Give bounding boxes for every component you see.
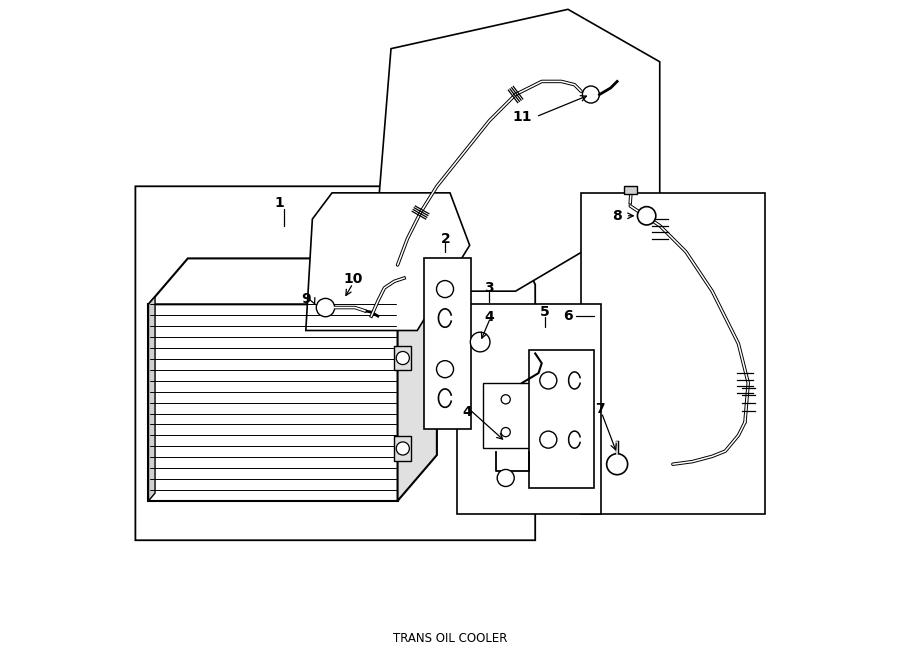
Bar [528, 350, 594, 488]
Circle shape [396, 352, 410, 365]
Circle shape [396, 442, 410, 455]
Bar [581, 193, 765, 514]
Polygon shape [148, 296, 155, 501]
Polygon shape [372, 9, 660, 292]
Circle shape [540, 431, 557, 448]
Circle shape [436, 361, 454, 377]
Circle shape [637, 207, 656, 225]
Circle shape [540, 372, 557, 389]
Circle shape [471, 332, 490, 352]
Text: 5: 5 [540, 305, 550, 319]
Text: 8: 8 [612, 209, 622, 223]
Circle shape [497, 469, 514, 486]
Circle shape [316, 298, 335, 317]
Text: 7: 7 [595, 402, 604, 416]
Polygon shape [306, 193, 470, 330]
Circle shape [501, 428, 510, 437]
Circle shape [501, 395, 510, 404]
Circle shape [582, 86, 599, 103]
Bar [394, 436, 410, 461]
Text: TRANS OIL COOLER: TRANS OIL COOLER [392, 632, 508, 645]
Polygon shape [148, 258, 436, 304]
Circle shape [607, 453, 627, 475]
Text: 2: 2 [440, 232, 450, 246]
Text: 11: 11 [512, 110, 532, 124]
Polygon shape [135, 186, 536, 540]
Text: 9: 9 [302, 292, 311, 306]
Polygon shape [398, 258, 436, 501]
Circle shape [436, 280, 454, 297]
Bar [424, 258, 471, 429]
Text: 10: 10 [343, 272, 363, 286]
Text: 4: 4 [463, 405, 472, 420]
Bar [625, 186, 637, 194]
Text: 3: 3 [484, 281, 494, 295]
Bar [394, 346, 410, 370]
Bar [482, 383, 538, 448]
Bar [456, 304, 601, 514]
Text: 1: 1 [274, 196, 284, 210]
Bar [148, 304, 398, 501]
Text: 4: 4 [485, 311, 495, 325]
Text: 6: 6 [563, 309, 573, 323]
